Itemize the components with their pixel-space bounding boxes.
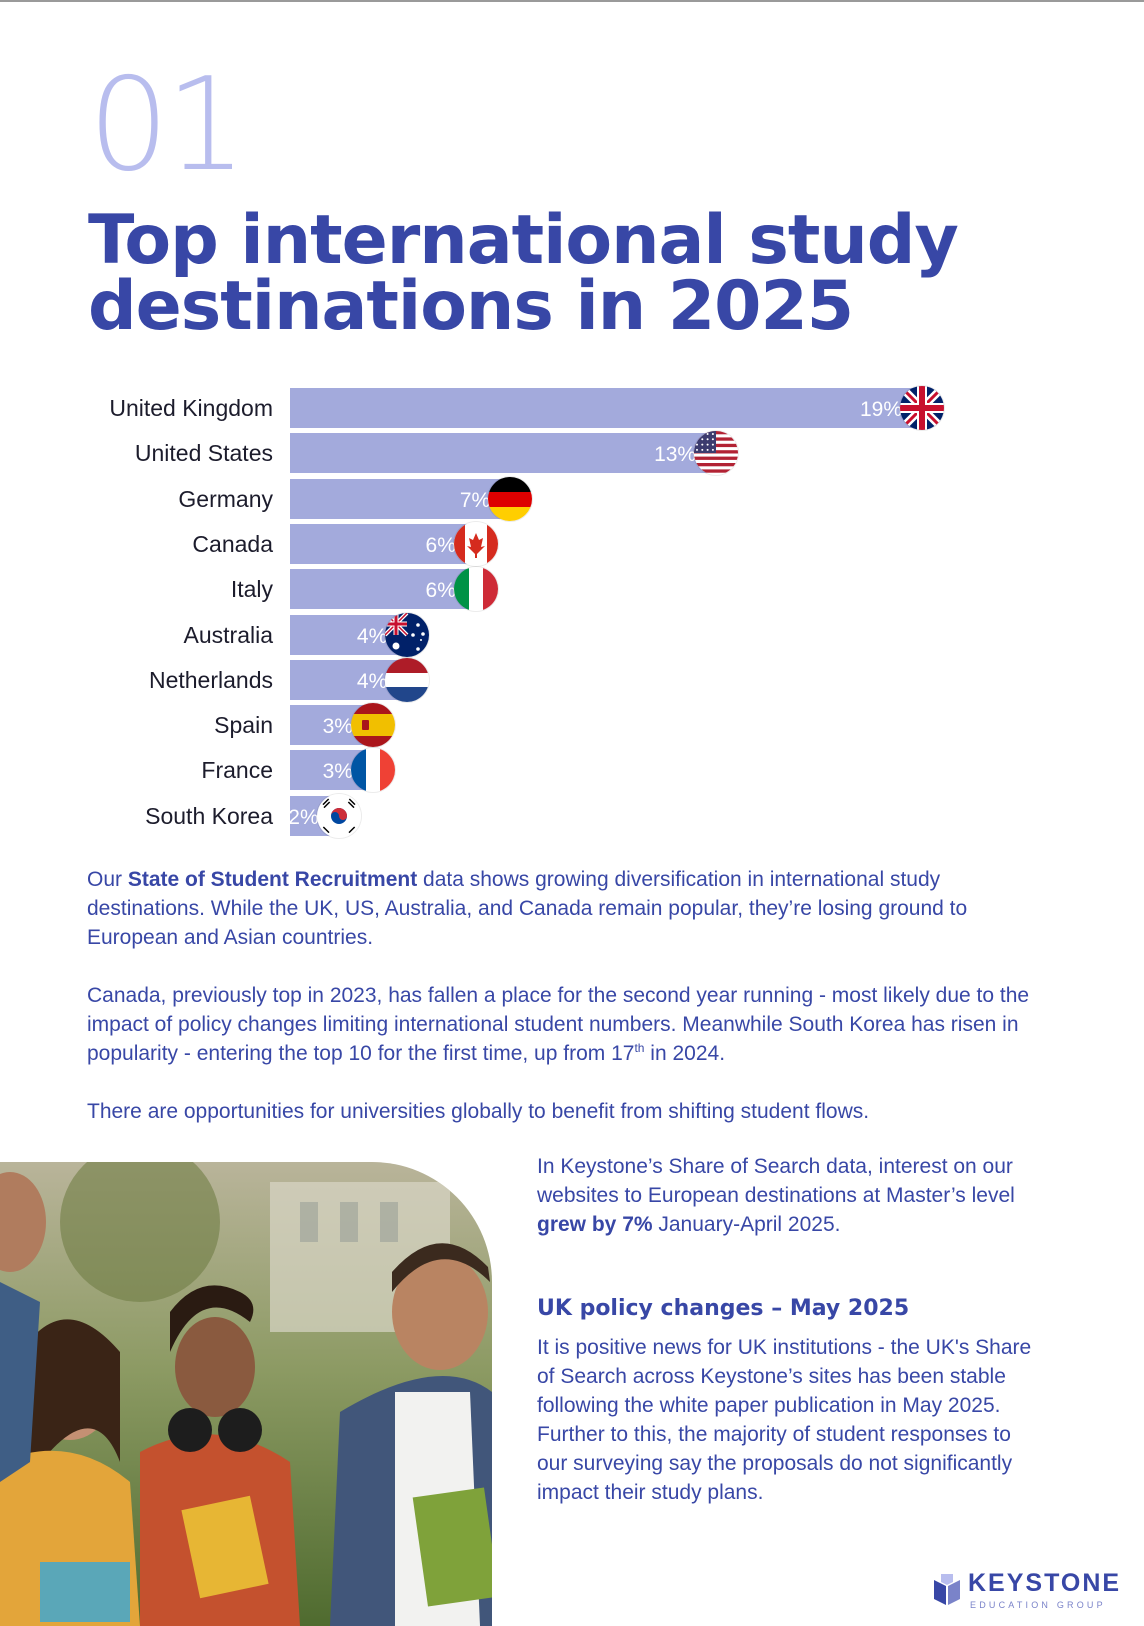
logo-name: KEYSTONE xyxy=(968,1569,1122,1597)
canada-text-end: in 2024. xyxy=(644,1042,726,1065)
policy-paragraph: It is positive news for UK institutions … xyxy=(537,1336,1032,1504)
students-photo xyxy=(0,1162,492,1626)
france-flag-icon xyxy=(350,748,395,793)
bar-value-label: 6% xyxy=(425,533,456,557)
share-of-search-paragraph: In Keystone’s Share of Search data, inte… xyxy=(537,1152,1037,1239)
bar xyxy=(290,569,476,610)
bar-value-label: 6% xyxy=(425,579,456,603)
bar-category-label: Italy xyxy=(230,576,273,603)
bar-category-label: United States xyxy=(134,440,273,467)
bar-value-label: 3% xyxy=(322,715,353,739)
bar-category-label: Canada xyxy=(192,530,273,557)
growth-highlight: grew by 7% xyxy=(537,1213,653,1236)
bar xyxy=(290,433,717,474)
bar xyxy=(290,523,476,564)
italy-flag-icon xyxy=(453,567,498,612)
intro-paragraph: Our State of Student Recruitment data sh… xyxy=(87,865,1037,952)
ordinal-suffix: th xyxy=(634,1041,645,1055)
bar-value-label: 4% xyxy=(356,669,388,693)
australia-flag-icon xyxy=(385,612,430,657)
south-korea-flag-icon xyxy=(316,793,361,838)
canada-flag-icon xyxy=(453,521,498,566)
bar-value-label: 4% xyxy=(356,624,388,648)
bar xyxy=(290,478,511,519)
bar-category-label: Netherlands xyxy=(148,666,273,693)
canada-text: Canada, previously top in 2023, has fall… xyxy=(87,984,1030,1065)
intro-text-post: data shows growing diversification in in… xyxy=(87,868,968,949)
us-flag-icon xyxy=(694,431,739,476)
bar-row: Netherlands 4% xyxy=(0,657,1144,705)
bar-category-label: Australia xyxy=(183,621,273,648)
canada-paragraph: Canada, previously top in 2023, has fall… xyxy=(87,981,1037,1068)
bar-row: Spain 3% xyxy=(0,703,1144,750)
bar-row: Australia 4% xyxy=(0,612,1144,660)
bar-category-label: South Korea xyxy=(145,802,273,829)
report-name: State of Student Recruitment xyxy=(127,868,418,891)
section-number: 01 xyxy=(88,51,247,200)
bar xyxy=(290,388,922,428)
bar-value-label: 13% xyxy=(654,443,697,467)
policy-subhead: UK policy changes – May 2025 xyxy=(537,1296,910,1321)
keystone-logo: KEYSTONE EDUCATION GROUP xyxy=(932,1568,1119,1614)
bar-category-label: France xyxy=(201,757,273,784)
netherlands-flag-icon xyxy=(385,657,430,702)
opportunities-paragraph: There are opportunities for universities… xyxy=(87,1100,870,1123)
logo-tagline: EDUCATION GROUP xyxy=(970,1600,1106,1610)
share-text-pre: In Keystone’s Share of Search data, inte… xyxy=(537,1155,1015,1207)
bar-row: Canada 6% xyxy=(0,521,1144,569)
share-text-post: January-April 2025. xyxy=(652,1213,841,1236)
bar-value-label: 7% xyxy=(459,488,491,512)
intro-text-pre: Our xyxy=(87,868,128,891)
page-title: Top international study destinations in … xyxy=(88,201,959,346)
uk-flag-icon xyxy=(900,386,944,430)
bar-row: France 3% xyxy=(0,748,1144,795)
keystone-book-icon xyxy=(934,1574,960,1605)
bar-row: Italy 6% xyxy=(0,567,1144,614)
bar-row: South Korea 2% xyxy=(0,793,1144,841)
germany-flag-icon xyxy=(488,476,533,521)
top-rule xyxy=(0,0,1144,2)
bar-chart: United Kingdom 19% United States 13% Germany… xyxy=(0,386,1144,848)
spain-flag-icon xyxy=(350,703,395,748)
bar-category-label: Spain xyxy=(214,712,273,739)
bar-row: United States 13% xyxy=(0,431,1144,478)
bar-value-label: 19% xyxy=(859,398,902,421)
bar-row: United Kingdom 19% xyxy=(0,386,1144,433)
bar-category-label: United Kingdom xyxy=(109,395,273,421)
bar-row: Germany 7% xyxy=(0,476,1144,524)
bar-value-label: 3% xyxy=(322,760,353,784)
bar-value-label: 2% xyxy=(288,805,319,829)
bar-category-label: Germany xyxy=(178,485,273,512)
